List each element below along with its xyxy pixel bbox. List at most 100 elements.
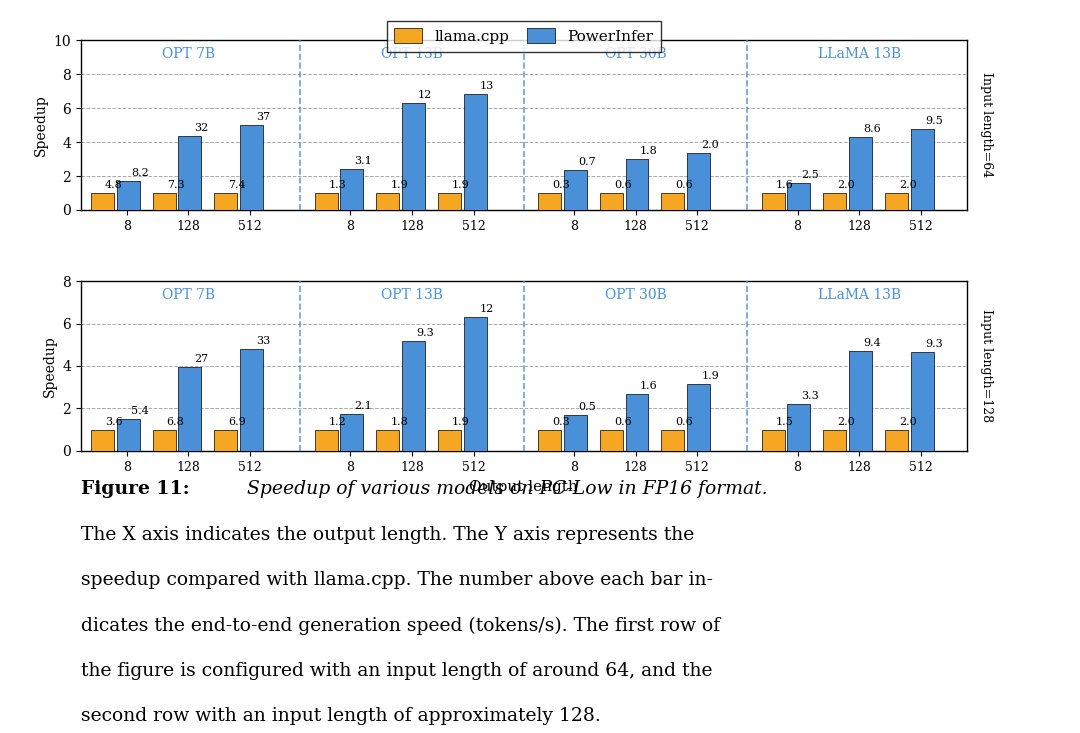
Text: The X axis indicates the output length. The Y axis represents the: The X axis indicates the output length. …: [81, 526, 694, 544]
Text: 32: 32: [194, 122, 208, 133]
Bar: [152, 193, 176, 210]
Text: 6.9: 6.9: [228, 416, 246, 427]
Bar: [152, 430, 176, 451]
Bar: [314, 430, 338, 451]
Text: 2.5: 2.5: [801, 170, 820, 180]
Bar: [402, 342, 424, 451]
Text: 3.1: 3.1: [354, 156, 373, 166]
Bar: [761, 430, 784, 451]
Text: 1.9: 1.9: [451, 416, 470, 427]
Bar: [910, 129, 933, 210]
Y-axis label: Speedup: Speedup: [43, 335, 57, 397]
Text: 27: 27: [194, 353, 208, 364]
Bar: [823, 193, 847, 210]
Text: 3.6: 3.6: [105, 416, 123, 427]
Text: OPT 30B: OPT 30B: [605, 288, 666, 302]
Bar: [91, 430, 114, 451]
Bar: [599, 430, 623, 451]
Bar: [240, 125, 264, 210]
Bar: [564, 170, 586, 210]
Text: OPT 13B: OPT 13B: [381, 47, 443, 61]
Bar: [787, 183, 810, 210]
Text: OPT 7B: OPT 7B: [162, 288, 215, 302]
Text: 33: 33: [256, 336, 270, 347]
Text: 2.0: 2.0: [899, 416, 917, 427]
Text: LLaMA 13B: LLaMA 13B: [818, 288, 901, 302]
Bar: [823, 430, 847, 451]
Text: 9.3: 9.3: [416, 328, 434, 338]
Bar: [437, 430, 461, 451]
Text: 2.0: 2.0: [837, 180, 855, 190]
Text: 0.3: 0.3: [552, 180, 570, 190]
Text: 2.0: 2.0: [701, 140, 719, 150]
Text: Input length=128: Input length=128: [980, 309, 993, 422]
Bar: [538, 193, 561, 210]
Bar: [437, 193, 461, 210]
Text: 37: 37: [256, 112, 270, 122]
Text: 12: 12: [418, 89, 432, 100]
Text: 1.9: 1.9: [390, 180, 408, 190]
Text: 0.7: 0.7: [578, 158, 596, 167]
Text: 1.3: 1.3: [328, 180, 347, 190]
Text: 2.0: 2.0: [899, 180, 917, 190]
Bar: [91, 193, 114, 210]
Bar: [463, 317, 487, 451]
Text: Input length=64: Input length=64: [980, 73, 993, 177]
Bar: [538, 430, 561, 451]
Text: Speedup of various models on PC-Low in FP16 format.: Speedup of various models on PC-Low in F…: [241, 480, 768, 498]
Bar: [376, 193, 400, 210]
Bar: [376, 430, 400, 451]
Text: OPT 30B: OPT 30B: [605, 47, 666, 61]
Bar: [240, 350, 264, 451]
Text: 13: 13: [480, 81, 494, 91]
Text: the figure is configured with an input length of around 64, and the: the figure is configured with an input l…: [81, 662, 713, 680]
Bar: [761, 193, 784, 210]
Bar: [340, 413, 363, 451]
Text: 5.4: 5.4: [131, 406, 149, 416]
Bar: [178, 366, 201, 451]
Text: 3.3: 3.3: [801, 391, 820, 401]
Text: 7.4: 7.4: [228, 180, 246, 190]
Bar: [340, 169, 363, 210]
Bar: [687, 153, 710, 210]
Text: LLaMA 13B: LLaMA 13B: [818, 47, 901, 61]
Text: 9.4: 9.4: [863, 338, 881, 348]
Bar: [885, 430, 908, 451]
Text: 0.6: 0.6: [675, 180, 693, 190]
Text: 1.8: 1.8: [390, 416, 408, 427]
Text: OPT 13B: OPT 13B: [381, 288, 443, 302]
Text: 0.5: 0.5: [578, 402, 596, 413]
Text: dicates the end-to-end generation speed (tokens/s). The first row of: dicates the end-to-end generation speed …: [81, 616, 720, 635]
Text: 0.3: 0.3: [552, 416, 570, 427]
Text: 8.2: 8.2: [131, 168, 149, 178]
Legend: llama.cpp, PowerInfer: llama.cpp, PowerInfer: [387, 21, 661, 51]
Text: 7.3: 7.3: [166, 180, 185, 190]
Bar: [314, 193, 338, 210]
Bar: [787, 404, 810, 451]
Text: 1.2: 1.2: [328, 416, 347, 427]
Text: 8.6: 8.6: [863, 124, 881, 134]
Bar: [661, 430, 685, 451]
Bar: [117, 419, 139, 451]
Text: 2.0: 2.0: [837, 416, 855, 427]
Text: 1.6: 1.6: [775, 180, 794, 190]
Bar: [117, 181, 139, 210]
Bar: [849, 351, 872, 451]
X-axis label: Output length: Output length: [470, 480, 578, 495]
Y-axis label: Speedup: Speedup: [35, 95, 49, 156]
Text: 1.5: 1.5: [775, 416, 794, 427]
Bar: [625, 159, 648, 210]
Text: 6.8: 6.8: [166, 416, 185, 427]
Bar: [214, 430, 238, 451]
Text: OPT 7B: OPT 7B: [162, 47, 215, 61]
Bar: [849, 137, 872, 210]
Bar: [214, 193, 238, 210]
Text: 1.8: 1.8: [639, 146, 658, 156]
Text: 12: 12: [480, 303, 494, 314]
Text: 4.8: 4.8: [105, 180, 123, 190]
Bar: [687, 383, 710, 451]
Bar: [599, 193, 623, 210]
Text: 9.5: 9.5: [924, 117, 943, 126]
Text: 0.6: 0.6: [613, 180, 632, 190]
Text: 1.9: 1.9: [451, 180, 470, 190]
